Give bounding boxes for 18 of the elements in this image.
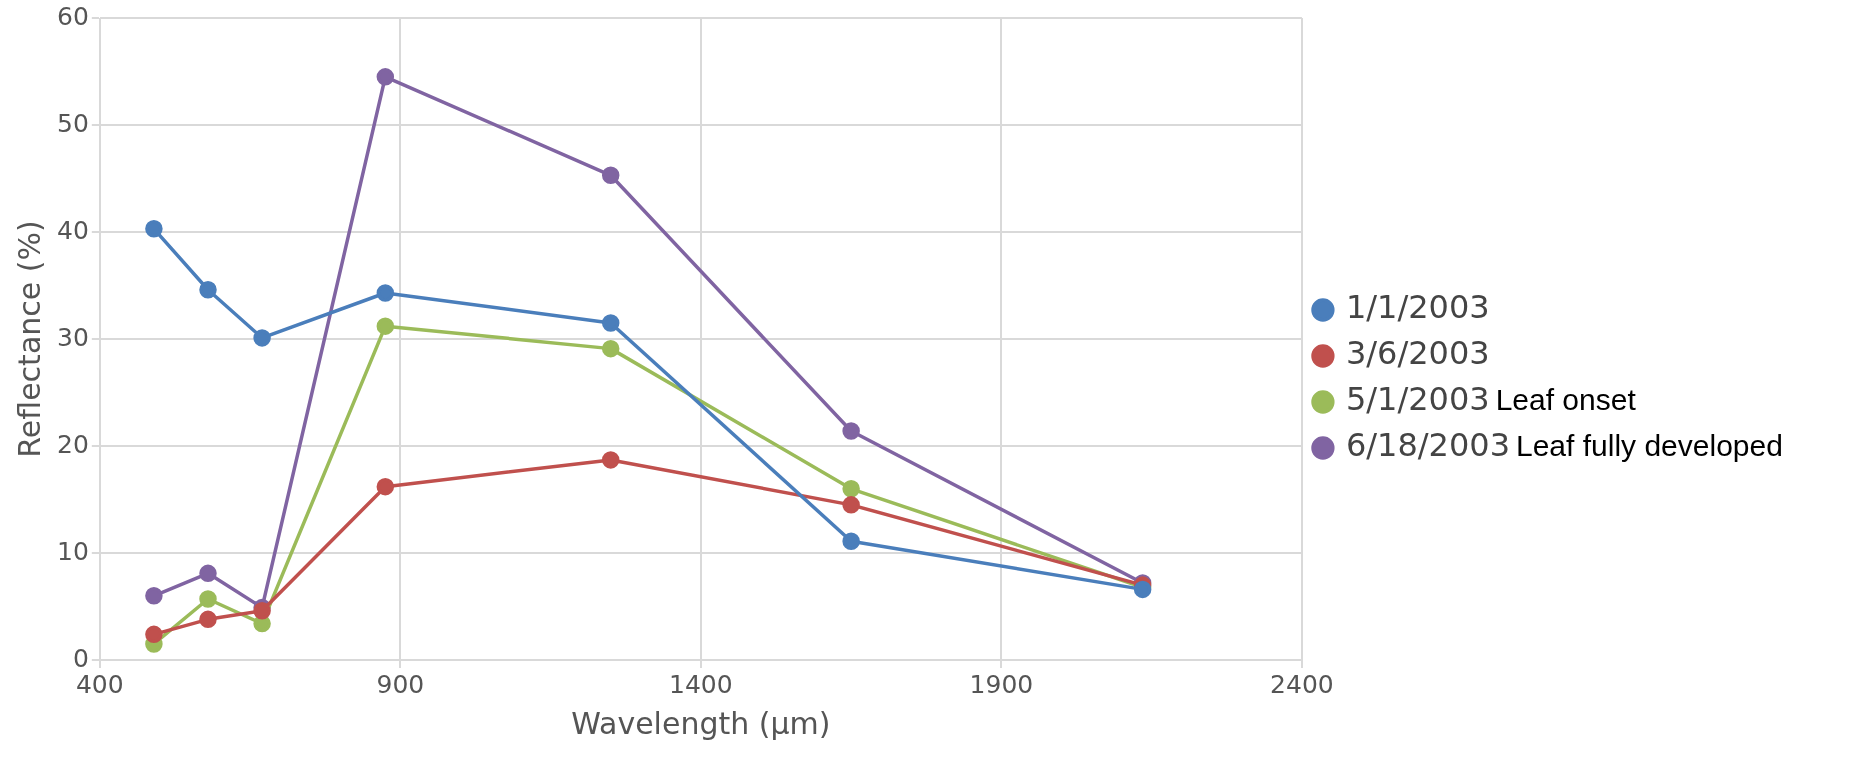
legend-label: 5/1/2003	[1345, 380, 1490, 419]
y-tick-label: 40	[57, 215, 89, 245]
text: Leaf fully developed	[1516, 429, 1783, 463]
legend-label: 6/18/2003	[1345, 426, 1510, 465]
y-tick-label: 10	[57, 536, 89, 566]
x-tick-label: 1900	[969, 669, 1034, 699]
legend-label: 3/6/2003	[1345, 334, 1490, 373]
x-tick-label: 1400	[669, 669, 733, 699]
y-tick-label: 60	[57, 1, 89, 31]
text: Leaf onset	[1495, 383, 1637, 417]
x-tick-label: 2400	[1270, 669, 1334, 699]
y-tick-label: 50	[57, 108, 89, 138]
legend-label: 1/1/2003	[1345, 288, 1490, 327]
x-tick-label: 900	[376, 669, 425, 699]
y-axis-title: Reflectance (%)	[11, 220, 47, 458]
y-tick-label: 30	[57, 322, 89, 352]
x-axis-title: Wavelength (µm)	[571, 705, 831, 741]
y-tick-label: 20	[57, 429, 89, 459]
